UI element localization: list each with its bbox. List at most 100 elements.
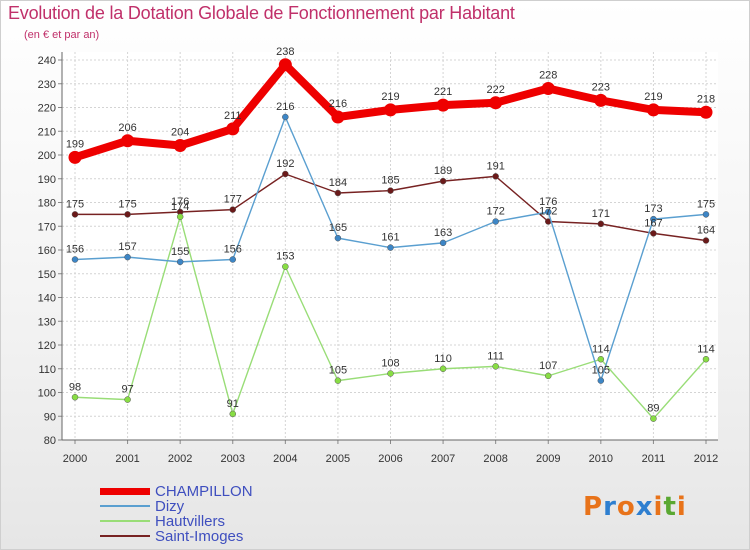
y-tick-label: 160: [38, 245, 56, 257]
legend-label: Saint-Imoges: [155, 528, 244, 545]
data-point: [387, 370, 394, 377]
data-label: 107: [539, 360, 557, 372]
data-label: 89: [647, 403, 659, 415]
y-tick-label: 210: [38, 126, 56, 138]
x-tick-label: 2011: [642, 453, 666, 465]
data-label: 163: [434, 227, 452, 239]
data-point: [71, 256, 79, 263]
data-point: [699, 105, 713, 119]
logo-letter: i: [676, 492, 687, 522]
data-point: [545, 208, 552, 216]
x-tick-label: 2012: [694, 453, 718, 465]
data-point: [492, 363, 499, 370]
legend-label: Dizy: [155, 498, 185, 515]
chart-subtitle: (en € et par an): [24, 29, 100, 41]
y-tick-label: 220: [38, 103, 56, 115]
data-label: 91: [227, 398, 239, 410]
y-tick-label: 110: [38, 364, 56, 376]
data-point: [702, 237, 710, 244]
data-label: 110: [434, 353, 452, 365]
data-point: [545, 372, 552, 380]
data-label: 157: [118, 241, 136, 253]
x-tick-label: 2001: [115, 453, 139, 465]
data-label: 105: [592, 365, 610, 377]
data-label: 156: [224, 244, 242, 256]
x-tick-label: 2002: [168, 453, 192, 465]
logo-letter: x: [635, 492, 654, 522]
logo-letter: t: [663, 492, 677, 522]
data-label: 199: [66, 138, 84, 150]
y-tick-label: 140: [38, 293, 56, 305]
data-label: 165: [329, 222, 347, 234]
data-point: [173, 139, 187, 152]
y-tick-label: 200: [38, 150, 56, 162]
data-point: [489, 96, 503, 110]
legend-swatch: [100, 505, 150, 507]
y-tick-label: 120: [38, 340, 56, 352]
data-point: [702, 356, 710, 363]
y-tick-label: 180: [38, 198, 56, 210]
data-label: 98: [69, 381, 81, 393]
y-tick-label: 130: [38, 316, 56, 328]
data-point: [702, 211, 710, 218]
data-point: [124, 253, 131, 261]
data-label: 172: [486, 206, 504, 218]
data-point: [229, 206, 236, 213]
data-label: 176: [171, 196, 189, 208]
data-label: 204: [171, 127, 189, 139]
data-point: [121, 134, 135, 148]
data-label: 114: [592, 343, 610, 355]
y-tick-label: 80: [44, 435, 56, 447]
legend-swatch: [100, 487, 150, 495]
x-tick-label: 2009: [536, 453, 560, 465]
x-tick-label: 2008: [483, 453, 507, 465]
data-point: [282, 113, 289, 121]
data-label: 172: [539, 206, 557, 218]
data-point: [646, 103, 660, 117]
data-point: [384, 103, 397, 117]
line-chart: 8090100110120130140150160170180190200210…: [38, 46, 719, 465]
y-tick-label: 190: [38, 174, 56, 186]
data-label: 219: [644, 91, 662, 103]
y-tick-label: 230: [38, 79, 56, 91]
data-point: [597, 377, 605, 384]
data-point: [597, 220, 605, 228]
data-label: 174: [171, 201, 189, 213]
data-point: [334, 377, 342, 384]
data-label: 191: [486, 160, 504, 172]
data-label: 222: [486, 84, 504, 96]
data-label: 216: [329, 98, 347, 110]
data-label: 175: [118, 198, 136, 210]
data-label: 185: [381, 175, 399, 187]
data-point: [68, 150, 82, 164]
data-point: [650, 230, 657, 237]
data-label: 238: [276, 46, 294, 58]
logo-letter: i: [653, 492, 664, 522]
data-point: [594, 93, 608, 107]
chart-title: Evolution de la Dotation Globale de Fonc…: [8, 3, 515, 23]
data-point: [229, 256, 236, 263]
x-tick-label: 2004: [273, 453, 297, 465]
data-point: [124, 211, 131, 218]
data-point: [226, 122, 240, 136]
data-label: 176: [539, 196, 557, 208]
data-label: 192: [276, 158, 294, 170]
data-point: [124, 396, 131, 403]
data-label: 211: [224, 110, 242, 122]
y-tick-label: 100: [38, 388, 56, 400]
data-label: 175: [697, 198, 715, 210]
data-point: [650, 215, 657, 223]
legend-label: CHAMPILLON: [155, 483, 253, 500]
data-point: [176, 258, 184, 266]
x-tick-label: 2007: [431, 453, 455, 465]
data-label: 161: [381, 232, 399, 244]
data-point: [71, 394, 79, 401]
data-point: [597, 356, 605, 363]
data-point: [282, 170, 289, 178]
data-point: [492, 173, 499, 180]
data-point: [71, 211, 79, 218]
data-point: [278, 58, 292, 72]
data-label: 111: [487, 350, 504, 362]
x-tick-label: 2010: [589, 453, 613, 465]
data-label: 155: [171, 246, 189, 258]
